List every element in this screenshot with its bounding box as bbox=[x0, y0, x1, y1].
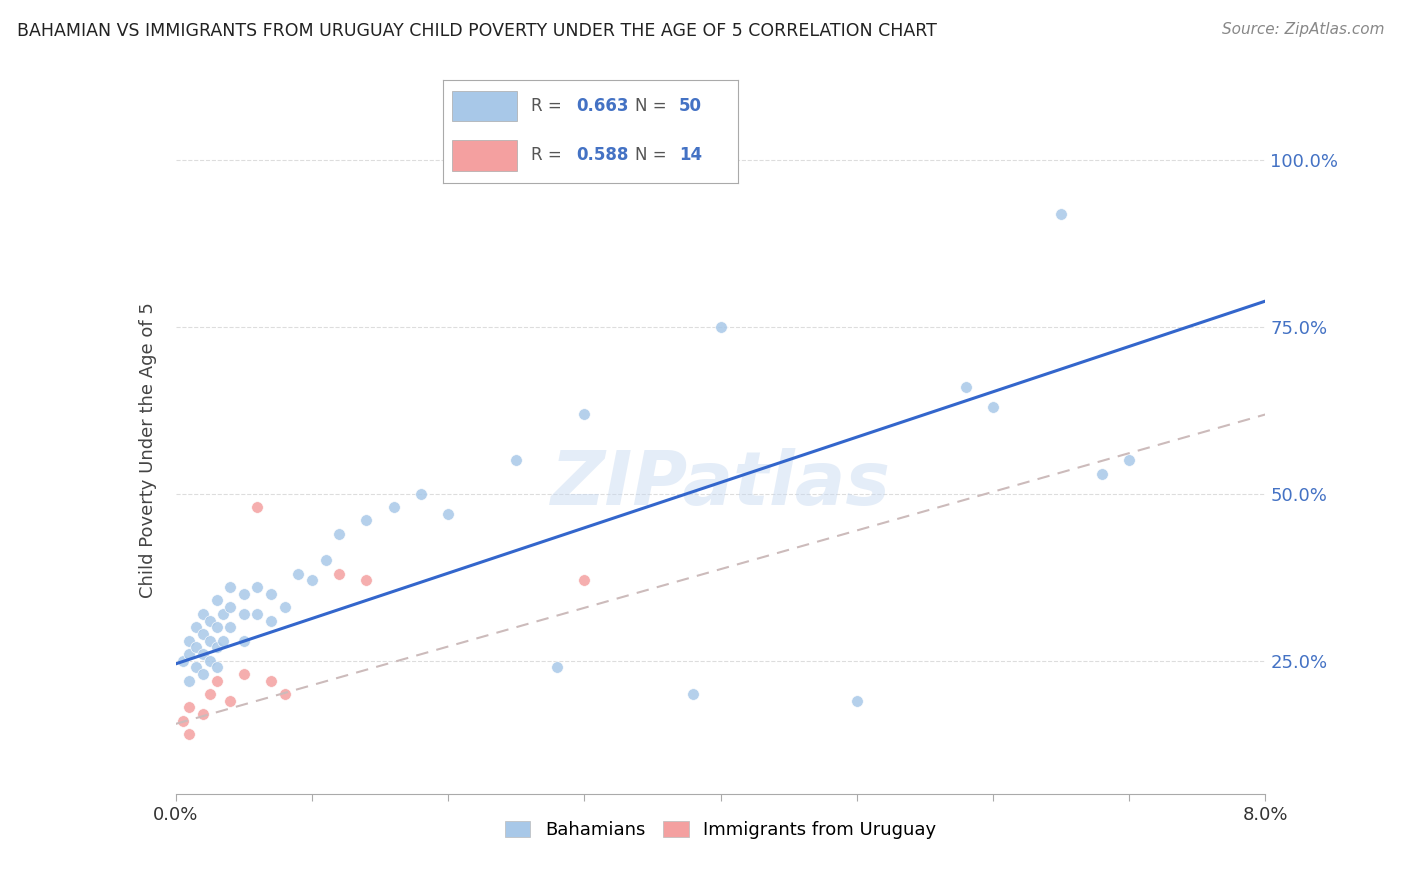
Point bbox=[955, 380, 977, 394]
Bar bbox=[451, 91, 517, 121]
Point bbox=[205, 620, 228, 634]
Text: 0.663: 0.663 bbox=[576, 97, 628, 115]
Point bbox=[219, 620, 242, 634]
Point bbox=[205, 640, 228, 655]
Point bbox=[179, 633, 201, 648]
Point bbox=[191, 666, 214, 681]
Text: ZIPatlas: ZIPatlas bbox=[551, 449, 890, 521]
Point bbox=[179, 673, 201, 688]
Point bbox=[260, 673, 283, 688]
Point bbox=[179, 700, 201, 714]
Point bbox=[205, 660, 228, 674]
Point bbox=[328, 526, 350, 541]
Point bbox=[172, 653, 194, 667]
Point bbox=[179, 647, 201, 661]
Point bbox=[409, 487, 432, 501]
Point bbox=[198, 633, 221, 648]
Point bbox=[186, 660, 208, 674]
Point bbox=[198, 653, 221, 667]
Point bbox=[274, 600, 297, 615]
Point bbox=[301, 574, 323, 588]
Point bbox=[356, 513, 378, 527]
Point bbox=[219, 693, 242, 707]
Point bbox=[212, 607, 235, 621]
Text: N =: N = bbox=[636, 146, 672, 164]
Legend: Bahamians, Immigrants from Uruguay: Bahamians, Immigrants from Uruguay bbox=[498, 814, 943, 847]
Point bbox=[198, 614, 221, 628]
Y-axis label: Child Poverty Under the Age of 5: Child Poverty Under the Age of 5 bbox=[139, 302, 157, 599]
Point bbox=[219, 580, 242, 594]
Point bbox=[315, 553, 337, 567]
Point bbox=[356, 574, 378, 588]
Point bbox=[1091, 467, 1114, 481]
Point bbox=[682, 687, 704, 701]
Point bbox=[191, 647, 214, 661]
Point bbox=[212, 633, 235, 648]
Point bbox=[1050, 207, 1073, 221]
Point bbox=[205, 593, 228, 607]
Point bbox=[232, 666, 254, 681]
Point bbox=[191, 706, 214, 721]
Point bbox=[246, 607, 269, 621]
Point bbox=[191, 627, 214, 641]
Point bbox=[205, 673, 228, 688]
Text: R =: R = bbox=[531, 146, 568, 164]
Point bbox=[574, 574, 596, 588]
Point bbox=[574, 407, 596, 421]
Text: 14: 14 bbox=[679, 146, 702, 164]
Point bbox=[232, 587, 254, 601]
Point bbox=[186, 620, 208, 634]
Point bbox=[246, 500, 269, 515]
Point bbox=[274, 687, 297, 701]
Bar bbox=[451, 140, 517, 170]
Point bbox=[437, 507, 460, 521]
Point bbox=[232, 633, 254, 648]
Point bbox=[328, 566, 350, 581]
Point bbox=[505, 453, 527, 467]
Point bbox=[981, 400, 1004, 414]
Point bbox=[546, 660, 568, 674]
Point bbox=[172, 714, 194, 728]
Point bbox=[1118, 453, 1140, 467]
Text: BAHAMIAN VS IMMIGRANTS FROM URUGUAY CHILD POVERTY UNDER THE AGE OF 5 CORRELATION: BAHAMIAN VS IMMIGRANTS FROM URUGUAY CHIL… bbox=[17, 22, 936, 40]
Point bbox=[710, 320, 733, 334]
Text: 50: 50 bbox=[679, 97, 702, 115]
Text: 0.588: 0.588 bbox=[576, 146, 628, 164]
Text: N =: N = bbox=[636, 97, 672, 115]
Point bbox=[287, 566, 309, 581]
Point bbox=[845, 693, 868, 707]
Point bbox=[198, 687, 221, 701]
Text: R =: R = bbox=[531, 97, 568, 115]
Point bbox=[260, 614, 283, 628]
Point bbox=[186, 640, 208, 655]
Point bbox=[260, 587, 283, 601]
Point bbox=[219, 600, 242, 615]
Text: Source: ZipAtlas.com: Source: ZipAtlas.com bbox=[1222, 22, 1385, 37]
Point bbox=[232, 607, 254, 621]
Point bbox=[191, 607, 214, 621]
Point bbox=[179, 727, 201, 741]
Point bbox=[246, 580, 269, 594]
Point bbox=[382, 500, 405, 515]
